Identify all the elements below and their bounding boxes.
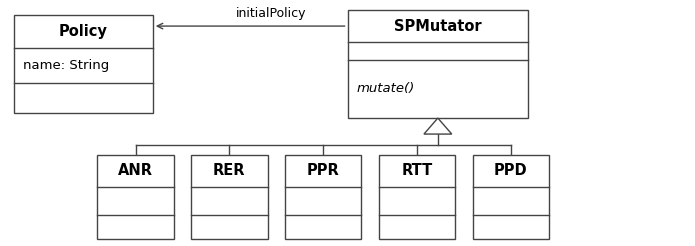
Bar — [473, 155, 549, 239]
Polygon shape — [424, 118, 452, 134]
Bar — [97, 155, 174, 239]
Text: Policy: Policy — [59, 24, 108, 39]
Text: initialPolicy: initialPolicy — [236, 7, 306, 20]
Text: SPMutator: SPMutator — [394, 19, 482, 33]
Bar — [379, 155, 455, 239]
Bar — [348, 10, 528, 118]
Text: PPD: PPD — [494, 163, 528, 178]
Text: RER: RER — [213, 163, 245, 178]
Bar — [191, 155, 268, 239]
Text: name: String: name: String — [23, 59, 109, 72]
Text: PPR: PPR — [306, 163, 340, 178]
Bar — [285, 155, 361, 239]
Text: RTT: RTT — [402, 163, 432, 178]
Bar — [14, 15, 153, 113]
Text: mutate(): mutate() — [357, 82, 415, 95]
Text: ANR: ANR — [118, 163, 153, 178]
